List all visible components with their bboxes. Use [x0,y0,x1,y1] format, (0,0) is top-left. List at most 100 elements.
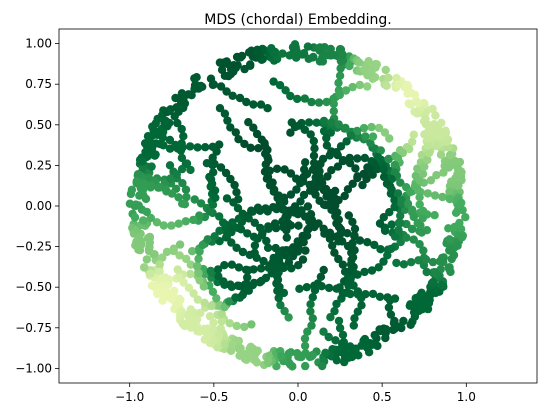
scatter-point [222,87,231,96]
scatter-point [399,316,408,326]
scatter-point [346,131,356,140]
scatter-point [249,265,258,274]
scatter-point [373,164,382,174]
scatter-point [139,179,149,188]
scatter-point [436,150,446,159]
scatter-point [188,247,197,256]
scatter-point [360,153,369,163]
scatter-point [278,49,287,58]
scatter-point [234,344,243,353]
scatter-point [302,283,311,292]
scatter-point [208,287,218,296]
scatter-point [217,317,226,326]
scatter-point [423,134,433,143]
scatter-point [215,226,224,235]
scatter-point [430,191,440,200]
scatter-point [264,356,273,365]
scatter-point [262,174,272,183]
scatter-point [268,203,278,212]
scatter-point [386,244,396,254]
scatter-point [319,224,328,233]
scatter-point [374,263,383,272]
scatter-point [334,254,343,264]
scatter-point [192,315,202,324]
scatter-point [174,193,183,202]
scatter-point [300,212,310,221]
scatter-point [343,185,353,194]
scatter-point [305,180,314,190]
scatter-point [259,256,268,266]
scatter-point [408,137,417,146]
scatter-point [275,248,284,257]
scatter-point [281,86,290,95]
scatter-point [458,205,467,215]
scatter-point [324,283,334,293]
scatter-point [384,303,394,312]
scatter-point [335,90,344,100]
scatter-point [293,94,302,104]
scatter-point [279,263,288,273]
scatter-point [319,126,329,136]
scatter-point [458,232,467,242]
scatter-point [286,348,296,357]
scatter-point [221,168,231,178]
scatter-point [306,130,315,139]
scatter-point [294,221,303,230]
scatter-point [361,63,370,72]
scatter-point [434,125,443,134]
scatter-point [412,109,422,118]
scatter-point [243,273,252,282]
scatter-point [177,89,187,98]
scatter-point [231,63,240,73]
scatter-point [303,202,313,211]
scatter-point [139,263,149,272]
scatter-point [205,207,214,216]
scatter-point [336,64,345,73]
scatter-point [210,186,220,195]
scatter-point [396,218,405,228]
scatter-point [147,162,156,171]
scatter-point [336,142,346,151]
scatter-point [407,224,417,234]
scatter-point [165,144,175,153]
scatter-point [269,253,278,263]
scatter-point [275,81,285,90]
scatter-point [348,179,357,188]
x-tick-label: 0.5 [373,390,392,404]
scatter-point [297,206,306,215]
scatter-point [399,260,409,269]
scatter-point [367,340,377,349]
scatter-point [390,160,399,170]
scatter-point [193,143,202,152]
scatter-point [130,213,140,222]
scatter-point [287,118,296,127]
scatter-point [225,297,234,306]
scatter-point [145,238,154,247]
scatter-point [206,266,215,276]
scatter-point [409,235,418,244]
scatter-point [318,361,327,371]
scatter-point [453,241,462,250]
scatter-point [307,215,317,225]
scatter-point [186,260,195,269]
scatter-point [165,161,175,170]
scatter-point [319,265,328,275]
scatter-point [232,243,241,252]
scatter-point [322,141,332,150]
scatter-point [252,358,262,367]
scatter-point [290,208,299,217]
scatter-point [335,230,345,239]
scatter-point [164,275,174,284]
scatter-point [432,269,441,279]
scatter-point [293,237,302,246]
scatter-point [290,40,300,49]
scatter-point [242,97,251,107]
scatter-point [418,169,428,179]
scatter-point [240,139,249,149]
scatter-point [406,187,415,197]
scatter-point [265,181,275,190]
scatter-point [353,307,362,316]
scatter-point [300,94,309,103]
scatter-point [394,80,403,89]
scatter-point [363,82,372,91]
